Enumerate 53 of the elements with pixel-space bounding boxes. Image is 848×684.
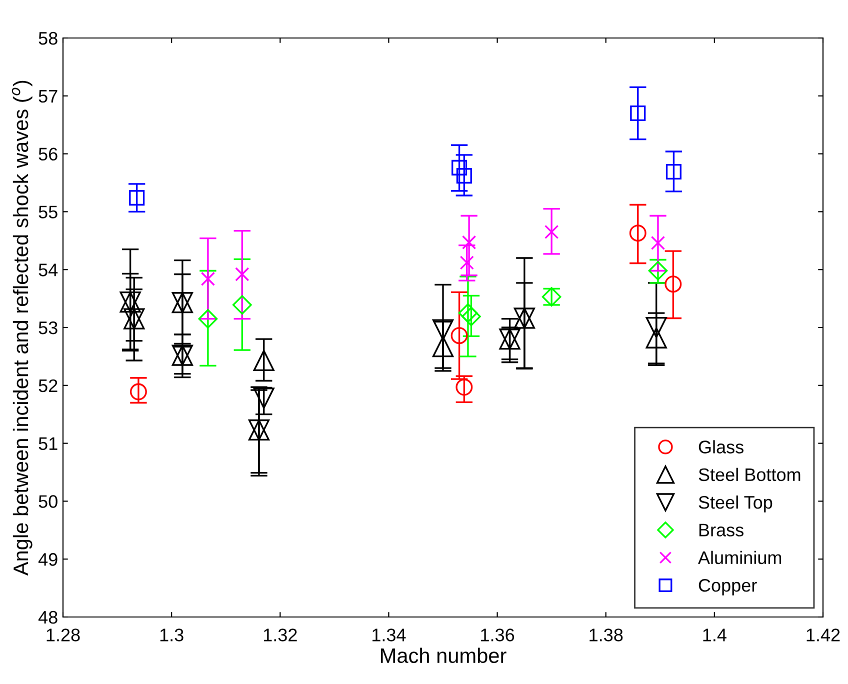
y-tick-label: 54 (38, 264, 58, 276)
x-tick-label: 1.4 (703, 628, 726, 642)
point (462, 306, 481, 326)
y-tick-label: 50 (38, 495, 58, 508)
point (630, 105, 646, 122)
y-tick-label: 58 (38, 32, 58, 45)
point (648, 261, 668, 280)
point (129, 190, 145, 206)
legend-label: Brass (699, 524, 744, 536)
y-tick-label: 56 (38, 148, 58, 161)
point (650, 236, 666, 250)
point (452, 160, 468, 176)
y-tick-label: 48 (38, 610, 58, 624)
point (235, 267, 250, 282)
point (253, 350, 274, 372)
y-tick-label: 51 (38, 437, 58, 450)
point (456, 168, 472, 184)
legend-label: Glass (698, 440, 744, 454)
y-tick-label: 55 (38, 206, 58, 218)
point (232, 295, 252, 315)
point (646, 327, 667, 348)
point (456, 378, 473, 396)
x-tick-label: 1.36 (481, 628, 514, 642)
legend-label: Aluminium (698, 550, 782, 564)
point (646, 316, 667, 338)
point (450, 327, 468, 344)
point (458, 303, 478, 323)
x-axis-title: Mach number (381, 648, 506, 664)
x-tick-label: 1.42 (806, 628, 840, 642)
legend-label: Steel Top (698, 496, 772, 512)
x-tick-label: 1.32 (264, 628, 297, 642)
point (544, 224, 559, 240)
point (432, 336, 454, 358)
y-tick-label: 53 (38, 321, 58, 334)
point (460, 256, 474, 270)
y-tick-label: 57 (38, 90, 58, 103)
x-tick-label: 1.3 (160, 628, 184, 642)
x-tick-label: 1.38 (590, 628, 623, 642)
point (200, 272, 216, 286)
point (664, 276, 682, 293)
point (130, 383, 147, 400)
point (432, 319, 454, 340)
point (629, 224, 646, 242)
x-tick-label: 1.28 (46, 628, 80, 642)
point (666, 164, 682, 180)
legend-label: Steel Bottom (698, 468, 800, 482)
y-axis-title: Angle between incident and reflected shock waves ($^{o}$) (12, 80, 32, 576)
point (462, 235, 476, 250)
y-tick-label: 52 (38, 379, 58, 392)
legend-label: Copper (698, 578, 757, 596)
x-tick-label: 1.34 (372, 628, 406, 642)
point (198, 309, 218, 328)
y-tick-label: 49 (38, 553, 58, 566)
